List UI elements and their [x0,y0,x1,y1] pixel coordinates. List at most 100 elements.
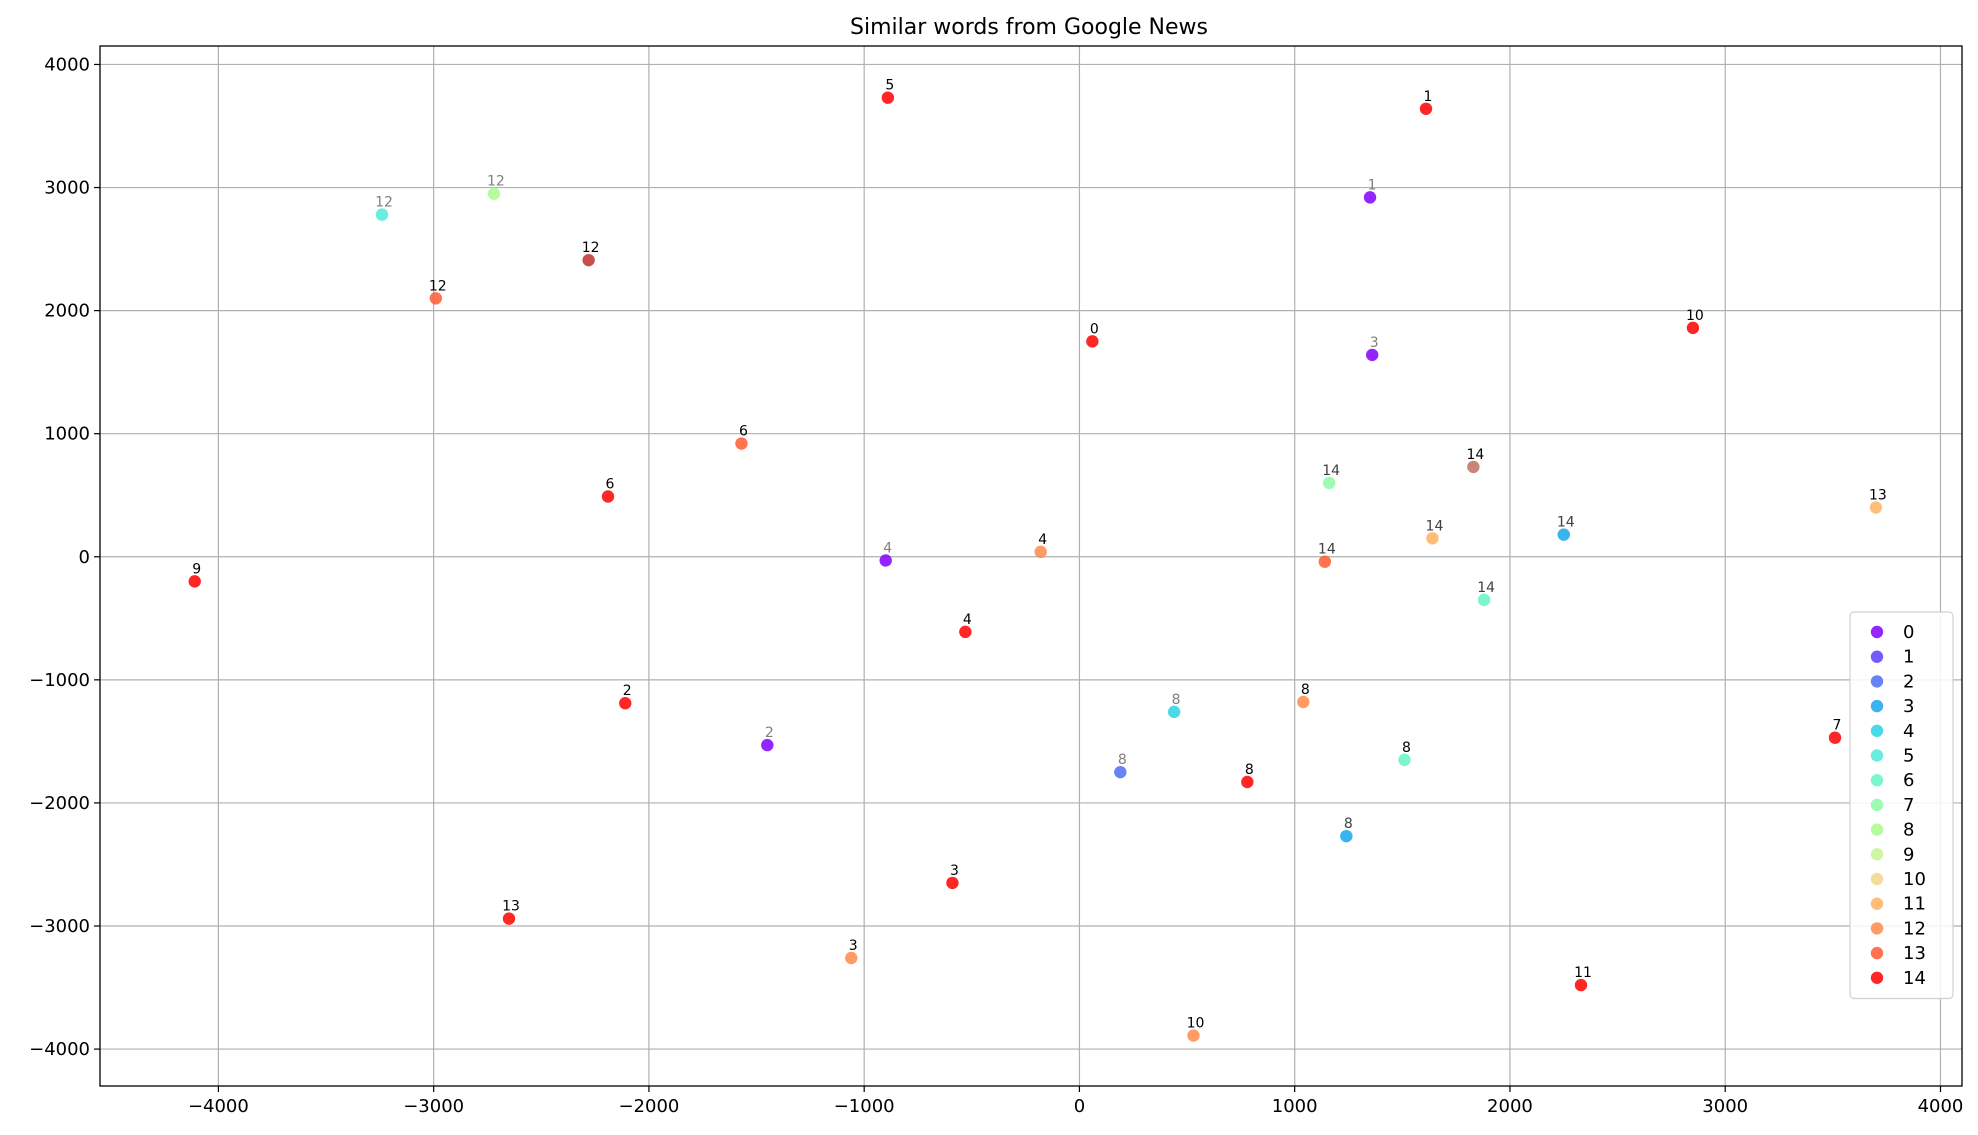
point-label: 6 [739,424,748,440]
legend-marker [1870,699,1884,713]
data-point [1034,545,1047,559]
legend-marker [1870,774,1884,787]
legend-marker [1870,922,1884,935]
point-labels: 1342814881214814121413843101261451010694… [192,78,1887,1032]
data-point [1477,593,1491,607]
point-label: 12 [487,174,505,190]
data-point [1187,1029,1200,1042]
y-tick-label: 1000 [44,424,90,445]
point-label: 2 [623,683,632,699]
data-point [1398,753,1411,767]
data-point [375,208,389,221]
point-label: 4 [883,540,892,556]
point-label: 8 [1344,816,1353,832]
data-point [946,876,959,890]
legend-marker [1870,946,1884,960]
data-point [1322,476,1336,490]
data-point [845,951,858,965]
point-label: 13 [502,899,520,915]
legend-box [1849,611,1954,1000]
legend-label: 2 [1903,671,1914,692]
y-tick-label: 4000 [44,54,90,75]
point-label: 5 [885,78,894,94]
point-label: 8 [1245,762,1254,778]
data-point [1686,321,1700,335]
y-tick-label: −3000 [29,916,90,937]
legend-marker [1870,650,1884,663]
data-point [1297,695,1310,709]
point-label: 12 [375,195,393,211]
data-point [582,253,595,267]
point-label: 14 [1426,518,1444,534]
x-tick-label: −1000 [834,1096,895,1117]
point-label: 13 [1869,488,1887,504]
legend-label: 6 [1903,770,1914,791]
x-tick-label: −4000 [188,1096,249,1117]
point-label: 4 [963,612,972,628]
point-label: 3 [849,938,858,954]
y-tick-label: −2000 [29,793,90,814]
legend-label: 10 [1903,869,1926,890]
data-point [1363,191,1377,204]
data-point [188,575,201,588]
point-label: 10 [1686,308,1704,324]
data-point [1467,460,1480,474]
point-label: 9 [192,561,201,577]
legend-label: 4 [1903,721,1914,742]
chart-title: Similar words from Google News [850,15,1208,40]
y-axis-ticks: −4000 −3000 −2000 −1000 0 1000 2000 3000 4000 [29,54,100,1060]
point-label: 12 [582,240,600,256]
data-point [1241,775,1254,789]
y-tick-label: 3000 [44,178,90,199]
data-point [881,91,895,104]
data-point [959,625,972,639]
point-label: 14 [1466,447,1484,463]
data-point [1167,705,1181,719]
point-label: 11 [1574,965,1592,981]
legend-marker [1870,625,1884,639]
legend-marker [1870,798,1884,812]
point-label: 8 [1172,692,1181,708]
legend-label: 8 [1903,820,1914,841]
y-tick-label: 2000 [44,301,90,322]
data-point [1318,555,1332,568]
point-label: 14 [1318,542,1336,558]
legend-label: 12 [1903,918,1926,939]
x-tick-label: 1000 [1272,1096,1318,1117]
legend-label: 13 [1903,943,1926,964]
data-point [1419,102,1433,115]
y-tick-label: −1000 [29,670,90,691]
data-point [619,697,632,710]
legend-label: 1 [1903,647,1914,668]
legend-marker [1870,724,1884,737]
legend-marker [1870,749,1884,762]
legend-label: 14 [1903,968,1926,989]
point-label: 3 [1370,335,1379,351]
x-tick-label: 2000 [1487,1096,1533,1117]
data-points [188,91,1883,1042]
point-label: 3 [950,863,959,879]
data-point [879,554,892,567]
point-label: 1 [1368,177,1377,193]
legend-label: 7 [1903,795,1914,816]
legend-marker [1870,823,1884,836]
point-label: 8 [1118,752,1127,768]
data-point [1426,532,1439,545]
point-label: 6 [606,476,615,492]
point-label: 2 [765,725,774,741]
legend-marker [1870,675,1884,688]
plot-frame [99,45,1963,1087]
x-tick-label: 3000 [1702,1096,1748,1117]
data-point [1340,829,1353,843]
x-tick-label: −2000 [618,1096,679,1117]
data-point [1365,348,1379,362]
data-point [761,738,774,752]
point-label: 8 [1402,740,1411,756]
legend-marker [1870,848,1884,861]
data-point [429,292,443,305]
data-point [1828,731,1842,744]
data-point [1869,501,1883,514]
x-tick-label: 0 [1074,1096,1085,1117]
data-point [487,187,501,200]
